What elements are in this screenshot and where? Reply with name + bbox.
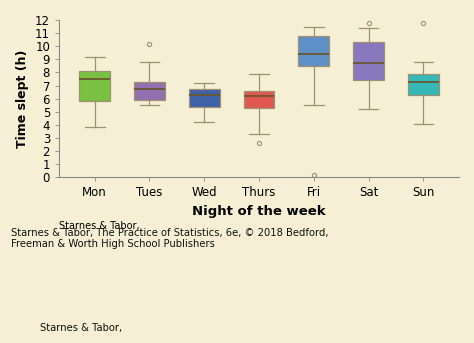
FancyBboxPatch shape [299,36,329,66]
FancyBboxPatch shape [353,42,384,80]
Text: Starnes & Tabor,: Starnes & Tabor, [40,323,126,333]
FancyBboxPatch shape [134,82,165,100]
FancyBboxPatch shape [79,71,110,101]
FancyBboxPatch shape [408,74,439,95]
FancyBboxPatch shape [244,91,274,108]
Text: Starnes & Tabor,: Starnes & Tabor, [59,221,143,231]
FancyBboxPatch shape [189,90,219,107]
Text: Starnes & Tabor, The Practice of Statistics, 6e, © 2018 Bedford,
Freeman & Worth: Starnes & Tabor, The Practice of Statist… [11,228,328,249]
Y-axis label: Time slept (h): Time slept (h) [17,49,29,148]
X-axis label: Night of the week: Night of the week [192,205,326,218]
